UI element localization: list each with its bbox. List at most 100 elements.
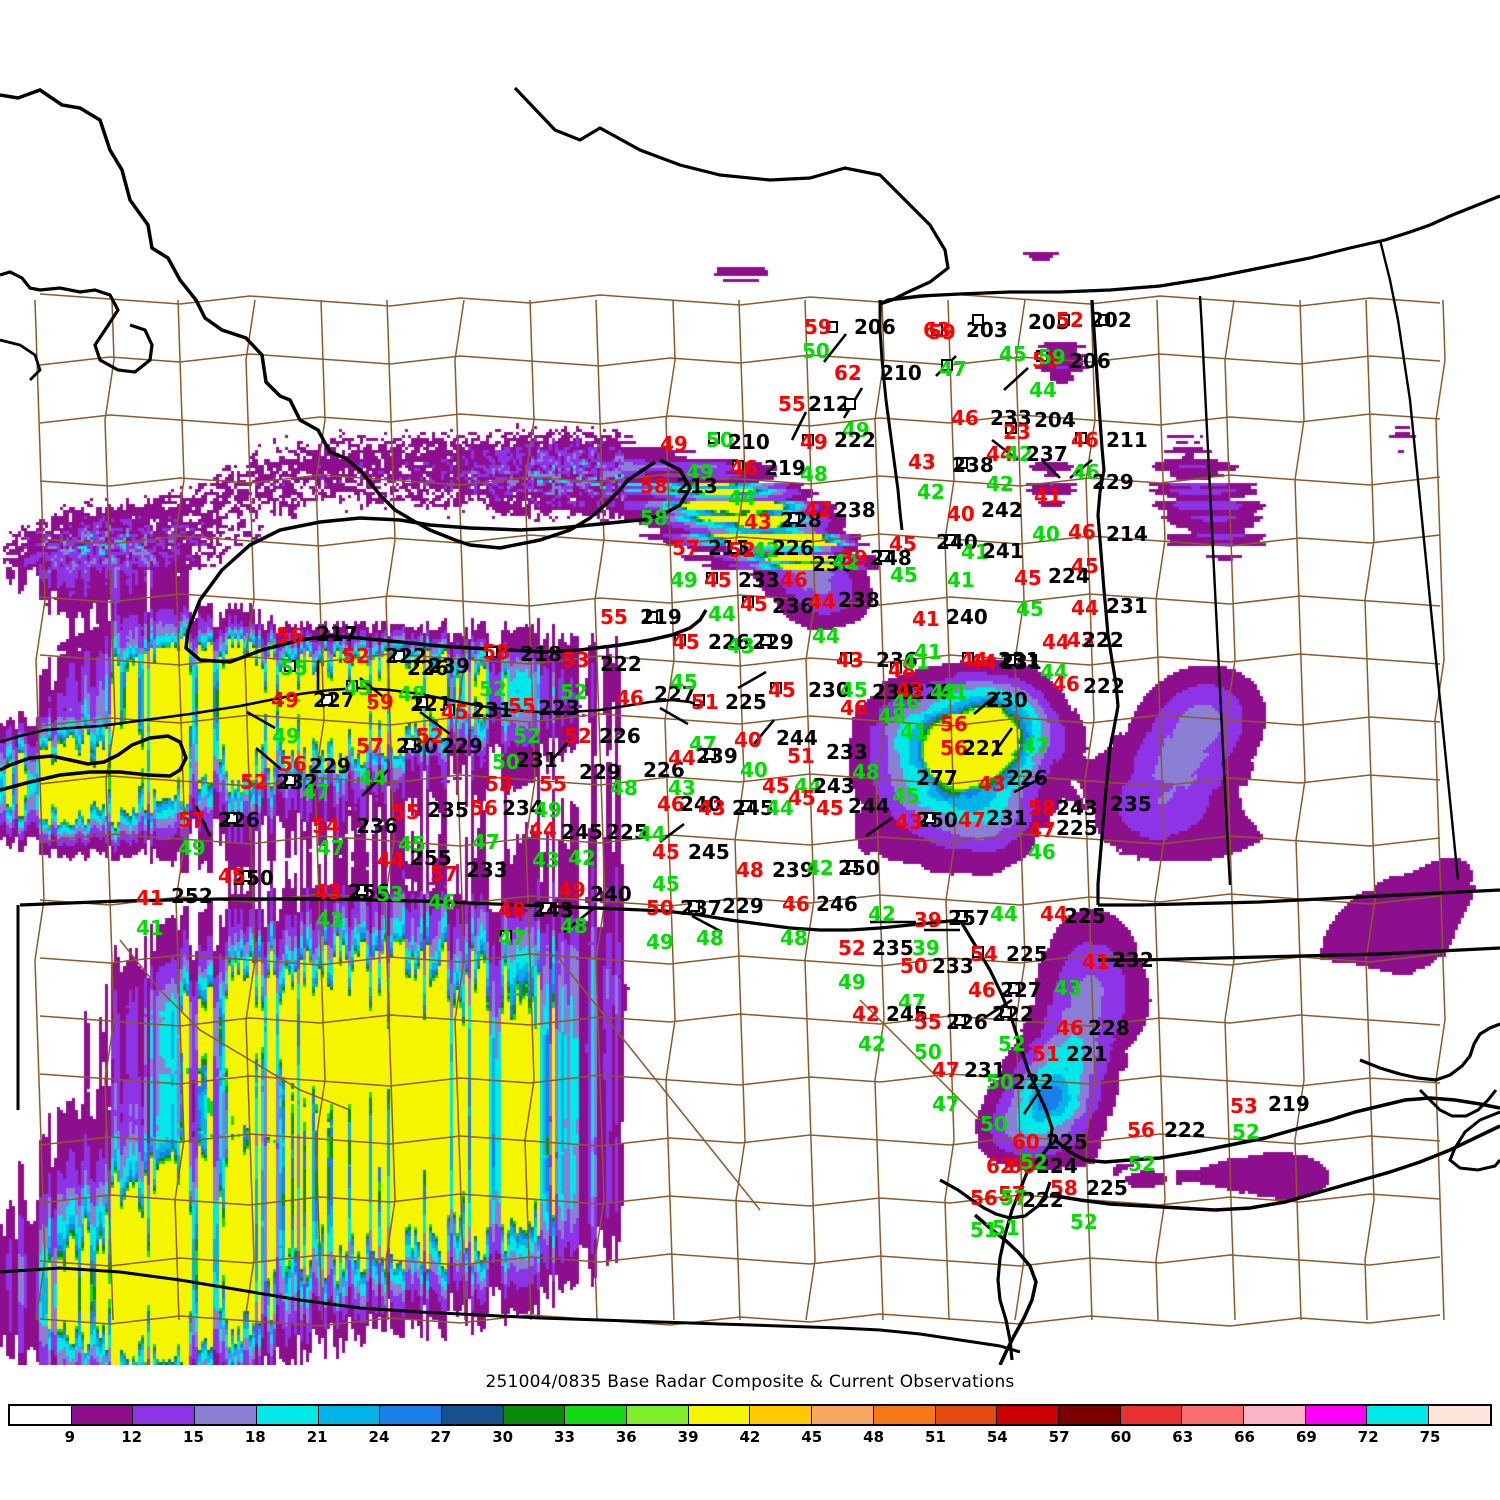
colorbar-swatch bbox=[503, 1406, 566, 1424]
station-temperature: 44 bbox=[969, 650, 997, 674]
colorbar-swatch bbox=[1429, 1406, 1490, 1424]
station-dewpoint: 45 bbox=[1016, 597, 1044, 621]
wind-barb-shaft bbox=[973, 691, 1001, 715]
station-symbol-icon bbox=[693, 694, 705, 706]
station-temperature: 46 bbox=[951, 406, 979, 430]
station-dewpoint: 49 bbox=[842, 418, 870, 442]
station-dewpoint: 52 bbox=[1020, 1150, 1048, 1174]
station-temperature: 57 bbox=[178, 808, 206, 832]
station-temperature: 56 bbox=[940, 736, 968, 760]
station-temperature: 51 bbox=[787, 744, 815, 768]
station-dewpoint: 51 bbox=[992, 1216, 1020, 1240]
colorbar-tick-label: 15 bbox=[183, 1428, 204, 1446]
colorbar-swatch bbox=[441, 1406, 504, 1424]
colorbar-swatch bbox=[627, 1406, 689, 1424]
station-pressure: 227 bbox=[313, 688, 355, 712]
station-temperature: 55 bbox=[778, 392, 806, 416]
station-dewpoint: 53 bbox=[376, 882, 404, 906]
station-temperature: 56 bbox=[276, 624, 304, 648]
wind-barb-shaft bbox=[1069, 458, 1093, 480]
station-pressure: 225 bbox=[1064, 904, 1106, 928]
station-dewpoint: 49 bbox=[838, 970, 866, 994]
state-line bbox=[1098, 888, 1500, 907]
county-line bbox=[1294, 299, 1306, 1321]
state-line bbox=[1378, 239, 1460, 881]
station-temperature: 42 bbox=[804, 498, 832, 522]
station-temperature: 52 bbox=[240, 770, 268, 794]
station-dewpoint: 47 bbox=[898, 990, 926, 1014]
station-dewpoint: 47 bbox=[1022, 734, 1050, 758]
county-line bbox=[1224, 299, 1236, 1321]
coastlines bbox=[0, 88, 1500, 1365]
state-line bbox=[878, 300, 904, 531]
station-dewpoint: 48 bbox=[696, 926, 724, 950]
station-pressure: 222 bbox=[992, 1002, 1034, 1026]
station-temperature: 52 bbox=[564, 724, 592, 748]
station-pressure: 213 bbox=[676, 474, 718, 498]
station-pressure: 232 bbox=[276, 770, 318, 794]
station-temperature: 41 bbox=[136, 886, 164, 910]
county-line bbox=[664, 299, 676, 1321]
station-dewpoint: 48 bbox=[780, 926, 808, 950]
station-pressure: 222 bbox=[1012, 1070, 1054, 1094]
station-temperature: 56 bbox=[940, 712, 968, 736]
station-symbol-icon bbox=[226, 812, 238, 824]
station-symbol-icon bbox=[730, 542, 742, 554]
station-temperature: 55 bbox=[539, 772, 567, 796]
station-dewpoint: 52 bbox=[479, 677, 507, 701]
station-pressure: 225 bbox=[1006, 942, 1048, 966]
colorbar-tick-label: 75 bbox=[1419, 1428, 1441, 1446]
station-temperature: 56 bbox=[470, 796, 498, 820]
station-temperature: 44 bbox=[808, 590, 836, 614]
coastline bbox=[939, 1178, 1052, 1220]
station-temperature: 43 bbox=[895, 810, 923, 834]
station-pressure: 210 bbox=[880, 361, 922, 385]
station-pressure: 256 bbox=[348, 880, 390, 904]
county-line bbox=[1154, 299, 1166, 1321]
county-line bbox=[39, 473, 1441, 487]
station-dewpoint: 49 bbox=[686, 460, 714, 484]
map-canvas[interactable]: 59 50 206 62 210 55 212 49 63 203 59 47 45 203 52 56 44 5… bbox=[0, 0, 1500, 1365]
station-temperature: 56 bbox=[1032, 348, 1060, 372]
station-pressure: 226 bbox=[643, 758, 685, 782]
station-symbol-icon bbox=[284, 660, 296, 672]
station-temperature: 46 bbox=[782, 892, 810, 916]
station-temperature: 46 bbox=[968, 978, 996, 1002]
political-boundaries bbox=[0, 86, 1500, 1365]
station-pressure: 231 bbox=[998, 648, 1040, 672]
station-symbol-icon bbox=[770, 682, 782, 694]
colorbar-tick-label: 33 bbox=[554, 1428, 575, 1446]
station-dewpoint: 59 bbox=[1038, 345, 1066, 369]
station-pressure: 227 bbox=[654, 682, 696, 706]
station-temperature: 45 bbox=[1071, 554, 1099, 578]
station-temperature: 53 bbox=[485, 772, 513, 796]
station-symbol-icon bbox=[972, 314, 984, 326]
county-line bbox=[524, 299, 536, 1321]
colorbar-tick: 57 bbox=[997, 1428, 1070, 1454]
station-pressure: 231 bbox=[986, 806, 1028, 830]
station-symbol-icon bbox=[941, 359, 953, 371]
station-pressure: 226 bbox=[1006, 766, 1048, 790]
colorbar-tick: 42 bbox=[688, 1428, 761, 1454]
wind-barbs bbox=[194, 333, 1093, 1115]
coastline bbox=[184, 458, 708, 664]
wind-barb-shaft bbox=[990, 727, 1014, 757]
station-dewpoint: 49 bbox=[178, 836, 206, 860]
station-symbol-icon bbox=[954, 1014, 966, 1026]
station-temperature: 45 bbox=[762, 774, 790, 798]
station-pressure: 233 bbox=[466, 858, 508, 882]
state-line bbox=[958, 919, 1054, 1172]
station-symbol-icon bbox=[404, 738, 416, 750]
station-dewpoint: 41 bbox=[914, 640, 942, 664]
station-dewpoint: 44 bbox=[990, 902, 1018, 926]
colorbar-tick-label: 51 bbox=[924, 1428, 946, 1446]
county-line bbox=[39, 353, 1441, 367]
station-pressure: 233 bbox=[932, 954, 974, 978]
colorbar-swatch bbox=[1305, 1406, 1368, 1424]
station-temperature: 43 bbox=[836, 648, 864, 672]
station-temperature: 43 bbox=[1067, 628, 1095, 652]
station-dewpoint: 52 bbox=[998, 1032, 1026, 1056]
station-pressure: 239 bbox=[696, 744, 738, 768]
station-pressure: 240 bbox=[680, 792, 722, 816]
station-dewpoint: 48 bbox=[560, 914, 588, 938]
